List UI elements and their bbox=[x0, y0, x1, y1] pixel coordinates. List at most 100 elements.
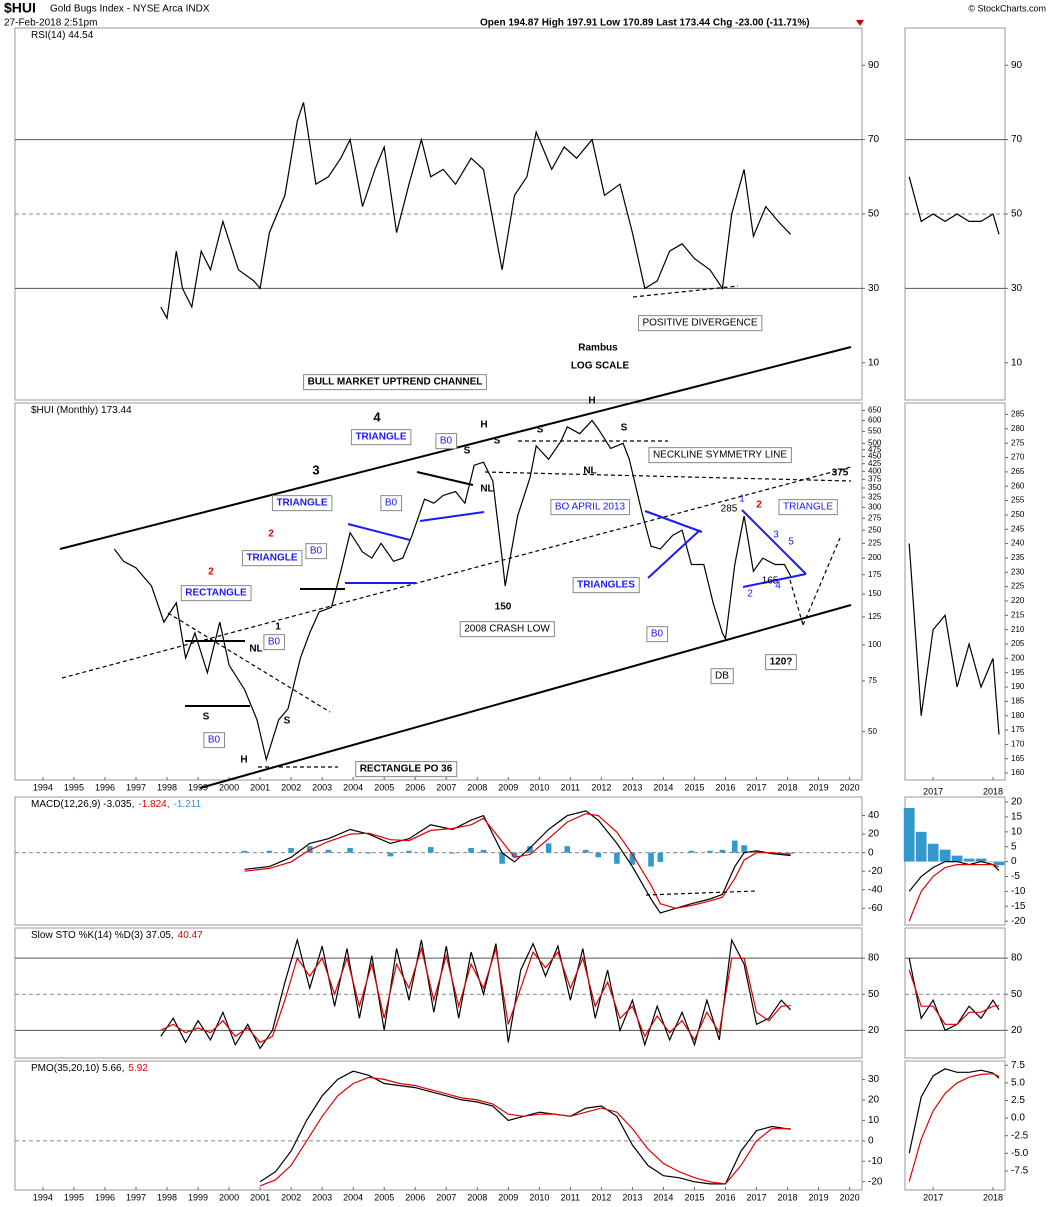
date: 27-Feb-2018 2:51pm bbox=[4, 18, 97, 29]
y-tick-label: 235 bbox=[1011, 553, 1025, 562]
y-tick-label: 255 bbox=[1011, 496, 1025, 505]
x-tick-label: 2015 bbox=[684, 1192, 704, 1202]
annotation: S bbox=[621, 423, 628, 434]
quote: Open 194.87 High 197.91 Low 170.89 Last … bbox=[480, 18, 810, 29]
annotation-box bbox=[203, 732, 226, 749]
y-tick-label: 245 bbox=[1011, 524, 1025, 533]
annotation: TRIANGLE bbox=[783, 502, 833, 513]
panel-label: PMO(35,20,10) 5.66, 5.92 bbox=[31, 1063, 148, 1074]
y-tick-label: 10 bbox=[1011, 826, 1023, 837]
x-tick-label: 2017 bbox=[746, 1192, 766, 1202]
histogram-bar bbox=[927, 843, 939, 862]
x-tick-label: 1997 bbox=[126, 782, 146, 792]
x-tick-label: 1994 bbox=[33, 1192, 53, 1202]
y-tick-label: -15 bbox=[1011, 901, 1026, 912]
x-tick-label: 2017 bbox=[746, 782, 766, 792]
x-tick-label: 2013 bbox=[622, 782, 642, 792]
annotation: 1 bbox=[739, 494, 745, 505]
histogram-bar bbox=[903, 808, 915, 862]
trend-line bbox=[61, 466, 852, 679]
annotation-box bbox=[637, 315, 763, 332]
y-tick-label: 20 bbox=[868, 1025, 880, 1036]
annotation: NL bbox=[480, 484, 493, 495]
x-tick-label: 2005 bbox=[374, 1192, 394, 1202]
trend-line bbox=[484, 471, 852, 482]
panel-label: RSI(14) 44.54 bbox=[31, 30, 94, 41]
annotation: 5 bbox=[788, 537, 794, 548]
histogram-bar bbox=[387, 852, 394, 857]
y-tick-label: 195 bbox=[1011, 668, 1025, 677]
annotation: S bbox=[464, 446, 471, 457]
histogram-bar bbox=[564, 846, 571, 853]
y-tick-label: 230 bbox=[1011, 567, 1025, 576]
histogram-bar bbox=[545, 843, 552, 853]
annotation: 375 bbox=[832, 468, 849, 479]
x-tick-label: 2008 bbox=[467, 1192, 487, 1202]
y-tick-label: 275 bbox=[868, 513, 882, 522]
x-tick-label: 2012 bbox=[591, 782, 611, 792]
y-tick-label: 170 bbox=[1011, 740, 1025, 749]
series-line bbox=[244, 810, 791, 914]
y-tick-label: 15 bbox=[1011, 812, 1023, 823]
x-tick-label: 2015 bbox=[684, 782, 704, 792]
y-tick-label: 70 bbox=[1011, 134, 1023, 145]
histogram-bar bbox=[365, 852, 372, 854]
x-tick-label: 1998 bbox=[157, 782, 177, 792]
y-tick-label: 0 bbox=[868, 847, 874, 858]
annotation-box bbox=[241, 550, 303, 567]
y-tick-label: 300 bbox=[868, 502, 882, 511]
x-tick-label: 2013 bbox=[622, 1192, 642, 1202]
y-tick-label: 600 bbox=[868, 416, 882, 425]
annotation: 2 bbox=[208, 567, 214, 578]
histogram-bar bbox=[915, 831, 927, 862]
histogram-bar bbox=[614, 852, 620, 864]
histogram-bar bbox=[241, 850, 248, 853]
panel-frame bbox=[14, 927, 863, 1059]
y-tick-label: -7.5 bbox=[1011, 1166, 1029, 1177]
y-tick-label: 200 bbox=[1011, 653, 1025, 662]
annotation: RECTANGLE PO 36 bbox=[360, 764, 453, 775]
trend-line bbox=[647, 529, 701, 579]
annotation: 1 bbox=[275, 622, 281, 633]
histogram-bar bbox=[688, 850, 695, 853]
x-tick-label: 2003 bbox=[312, 782, 332, 792]
series-line bbox=[908, 176, 1000, 235]
trend-line bbox=[416, 471, 474, 486]
x-tick-label: 1999 bbox=[188, 1192, 208, 1202]
x-tick-label: 2017 bbox=[923, 1192, 943, 1202]
annotation-box bbox=[305, 543, 328, 560]
x-tick-label: 2002 bbox=[281, 1192, 301, 1202]
annotation-box bbox=[380, 495, 403, 512]
panel-label: $HUI (Monthly) 173.44 bbox=[31, 405, 132, 416]
histogram-bar bbox=[939, 849, 951, 862]
annotation-box bbox=[350, 429, 412, 446]
x-tick-label: 1997 bbox=[126, 1192, 146, 1202]
x-tick-label: 2018 bbox=[983, 786, 1003, 796]
x-tick-label: 1996 bbox=[95, 782, 115, 792]
y-tick-label: 400 bbox=[868, 466, 882, 475]
y-tick-label: 550 bbox=[868, 427, 882, 436]
histogram-bar bbox=[288, 848, 294, 853]
annotation-box bbox=[459, 621, 555, 638]
histogram-bar bbox=[963, 858, 975, 862]
panel-label-part: MACD(12,26,9) -3.035, bbox=[31, 799, 134, 810]
annotation-box bbox=[572, 577, 640, 594]
y-tick-label: -5.0 bbox=[1011, 1148, 1029, 1159]
y-tick-label: 5.0 bbox=[1011, 1077, 1025, 1088]
histogram-bar bbox=[753, 850, 760, 853]
y-tick-label: -20 bbox=[1011, 916, 1026, 927]
annotation: S bbox=[494, 436, 501, 447]
y-tick-label: 20 bbox=[1011, 1025, 1023, 1036]
histogram-bar bbox=[480, 849, 487, 853]
y-tick-label: 10 bbox=[868, 1115, 880, 1126]
panel-frame bbox=[14, 402, 863, 781]
y-tick-label: 260 bbox=[1011, 481, 1025, 490]
annotation: 3 bbox=[773, 530, 779, 541]
annotation: H bbox=[588, 396, 595, 407]
series-line bbox=[908, 543, 1000, 735]
annotation: TRIANGLE bbox=[355, 432, 406, 443]
annotation-box bbox=[710, 668, 734, 685]
y-tick-label: 90 bbox=[868, 60, 880, 71]
x-tick-label: 2000 bbox=[219, 782, 239, 792]
x-tick-label: 2019 bbox=[809, 1192, 829, 1202]
